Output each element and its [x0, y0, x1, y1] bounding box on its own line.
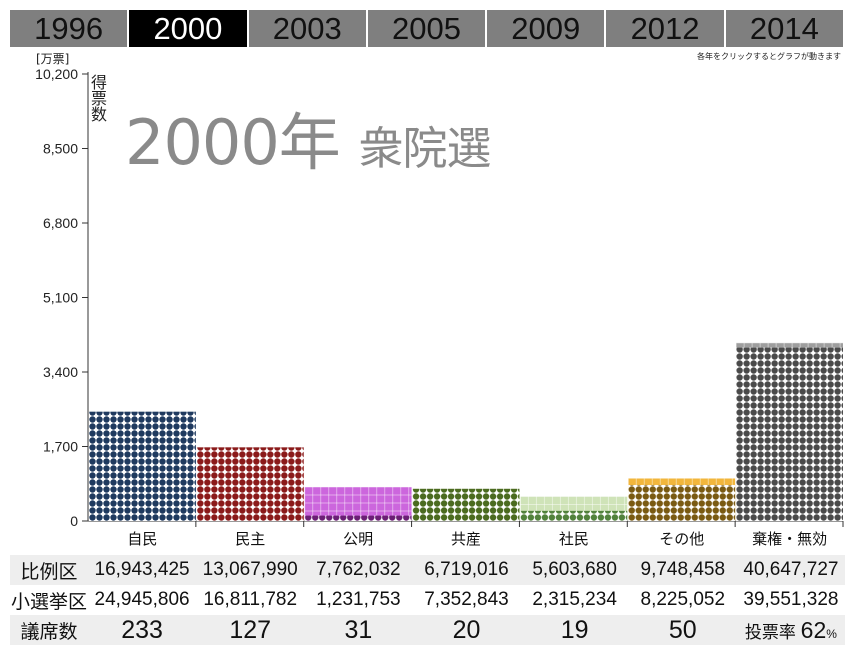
title-name: 衆院選	[358, 122, 492, 175]
cell-seats: 50	[628, 615, 737, 645]
cell-seats: 19	[520, 615, 629, 645]
x-category-label: 自民	[127, 530, 157, 548]
bar-single-seat	[89, 411, 196, 521]
cell-proportional: 9,748,458	[628, 555, 737, 585]
cell-proportional: 5,603,680	[520, 555, 629, 585]
x-category-label: 公明	[343, 530, 373, 548]
cell-proportional: 16,943,425	[88, 555, 197, 585]
bar-group-3	[412, 488, 520, 521]
row-seats: 議席数 233 127 31 20 19 50 投票率 62%	[10, 615, 845, 645]
turnout-label: 投票率	[744, 622, 796, 642]
bar-single-seat	[628, 484, 736, 521]
x-category-label: 社民	[559, 530, 589, 548]
bar-proportional	[304, 486, 412, 521]
y-tick-label: 1,700	[43, 439, 78, 455]
cell-proportional: 6,719,016	[412, 555, 521, 585]
cell-single-seat: 24,945,806	[94, 589, 190, 610]
bar-group-4	[519, 495, 628, 521]
x-category-label: 民主	[235, 530, 265, 548]
year-tab-2014[interactable]: 2014	[725, 10, 843, 47]
cell-single-seat: 16,811,782	[203, 589, 298, 610]
cell-single-seat: 7,352,843	[424, 589, 509, 610]
cell-seats: 127	[196, 615, 305, 645]
cell-proportional: 7,762,032	[304, 555, 413, 585]
x-category-label: 棄権・無効	[752, 530, 827, 548]
y-tick-label: 10,200	[35, 66, 78, 82]
bar-single-seat	[304, 515, 412, 521]
results-table: 比例区 16,943,425 13,067,990 7,762,032 6,71…	[10, 555, 845, 645]
x-category-label: その他	[659, 530, 704, 548]
year-tab-2005[interactable]: 2005	[367, 10, 488, 47]
bar-group-1	[196, 447, 304, 521]
y-tick-label: 3,400	[43, 364, 78, 380]
bar-group-5	[627, 477, 736, 521]
y-axis-label: 得票数	[88, 74, 107, 122]
y-tick-label: 0	[70, 513, 78, 529]
cell-proportional: 40,647,727	[736, 555, 845, 585]
y-tick-label: 5,100	[43, 290, 78, 306]
cell-single-seat: 2,315,234	[532, 589, 617, 610]
title-year: 2000年	[125, 106, 341, 179]
bar-single-seat	[412, 488, 520, 521]
row-single-seat: 小選挙区 24,945,806 16,811,782 1,231,753 7,3…	[10, 585, 845, 615]
row-label-proportional: 比例区	[10, 555, 88, 585]
turnout-cell: 投票率 62%	[736, 615, 845, 645]
turnout-value: 62	[800, 616, 827, 643]
year-tab-1996[interactable]: 1996	[10, 10, 130, 47]
cell-seats: 31	[304, 615, 413, 645]
year-tab-2003[interactable]: 2003	[248, 10, 368, 47]
bar-group-2	[304, 486, 412, 521]
x-category-label: 共産	[451, 530, 481, 548]
y-tick-label: 8,500	[43, 141, 78, 157]
y-tick-label: 6,800	[43, 215, 78, 231]
bar-single-seat	[196, 447, 304, 521]
row-proportional: 比例区 16,943,425 13,067,990 7,762,032 6,71…	[10, 555, 845, 585]
y-axis-unit: [万票]	[36, 52, 70, 66]
bar-single-seat	[520, 510, 628, 521]
chart-title: 2000年 衆院選	[125, 92, 492, 182]
year-tab-2012[interactable]: 2012	[606, 10, 726, 47]
bar-group-6	[735, 342, 843, 521]
bar-single-seat	[736, 347, 843, 521]
hint-text: 各年をクリックするとグラフが動きます	[697, 52, 841, 61]
cell-single-seat: 39,551,328	[743, 589, 839, 610]
vote-chart: 0 1,700 3,400 5,100 6,800 8,500 10,200 自民 民主 公明 共産…	[35, 66, 844, 548]
row-label-single-seat: 小選挙区	[10, 591, 87, 613]
cell-single-seat: 1,231,753	[316, 589, 401, 610]
cell-proportional: 13,067,990	[196, 555, 305, 585]
cell-single-seat: 8,225,052	[640, 589, 726, 610]
year-tab-2000[interactable]: 2000	[129, 10, 249, 47]
cell-seats: 20	[412, 615, 521, 645]
turnout-unit: %	[826, 626, 837, 641]
year-tabs: 1996 2000 2003 2005 2009 2012 2014	[10, 10, 843, 47]
row-label-seats: 議席数	[10, 615, 88, 645]
bar-group-0	[88, 411, 196, 521]
year-tab-2009[interactable]: 2009	[487, 10, 607, 47]
cell-seats: 233	[88, 615, 197, 645]
